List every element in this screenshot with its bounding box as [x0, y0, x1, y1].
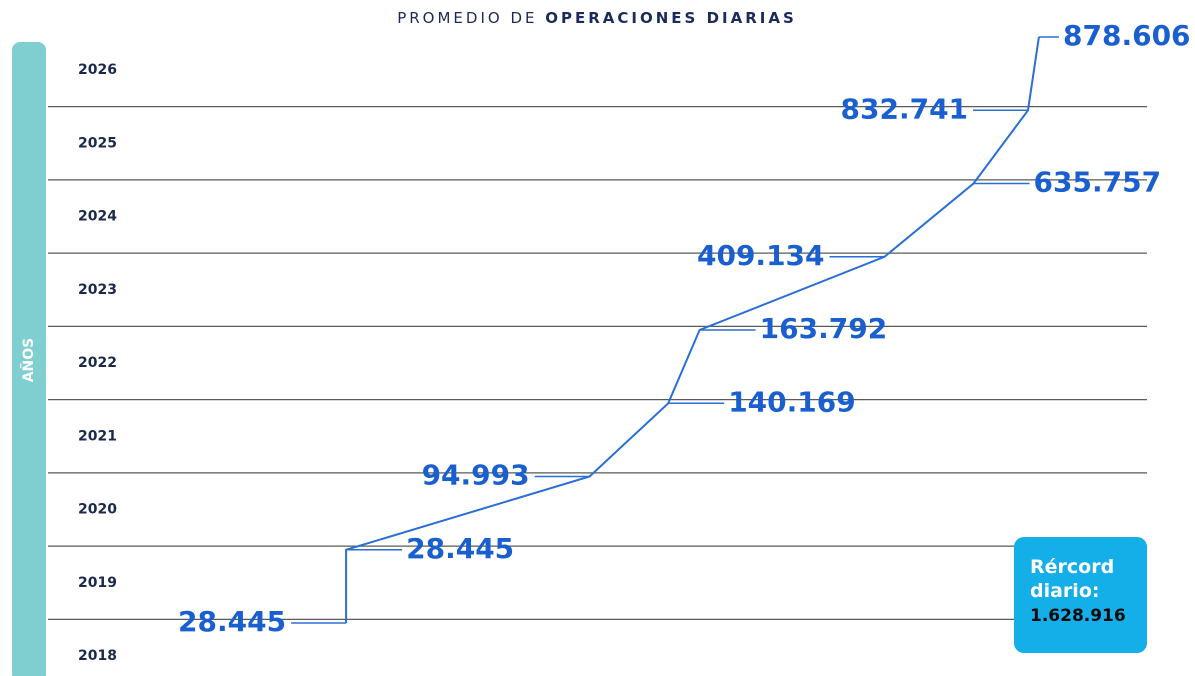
record-label: Rércord diario: [1030, 556, 1115, 602]
y-axis-label: AÑOS [20, 338, 37, 383]
value-label: 409.134 [697, 239, 825, 272]
value-label: 163.792 [760, 312, 888, 345]
y-tick-label: 2022 [78, 355, 117, 371]
value-label: 635.757 [1034, 166, 1162, 199]
y-tick-label: 2023 [78, 282, 117, 298]
record-box: Rércord diario: 1.628.916 [1014, 537, 1147, 653]
record-value: 1.628.916 [1030, 606, 1126, 626]
line [345, 36, 1040, 623]
y-tick-label: 2021 [78, 428, 117, 444]
chart-title: PROMEDIO DE OPERACIONES DIARIAS [397, 9, 797, 27]
value-label: 832.741 [841, 92, 969, 125]
y-tick-label: 2026 [78, 62, 117, 78]
value-label: 94.993 [422, 459, 530, 492]
y-tick-label: 2025 [78, 135, 117, 151]
title-part: PROMEDIO DE [397, 9, 537, 27]
value-label: 140.169 [728, 385, 856, 418]
y-tick-label: 2024 [78, 209, 117, 225]
title-part: OPERACIONES DIARIAS [545, 9, 797, 27]
value-label: 28.445 [178, 605, 286, 638]
y-tick-label: 2020 [78, 502, 117, 518]
value-label: 878.606 [1063, 19, 1191, 52]
y-tick-label: 2018 [78, 648, 117, 664]
value-label: 28.445 [406, 532, 514, 565]
y-tick-label: 2019 [78, 575, 117, 591]
y-axis-band [12, 42, 46, 676]
